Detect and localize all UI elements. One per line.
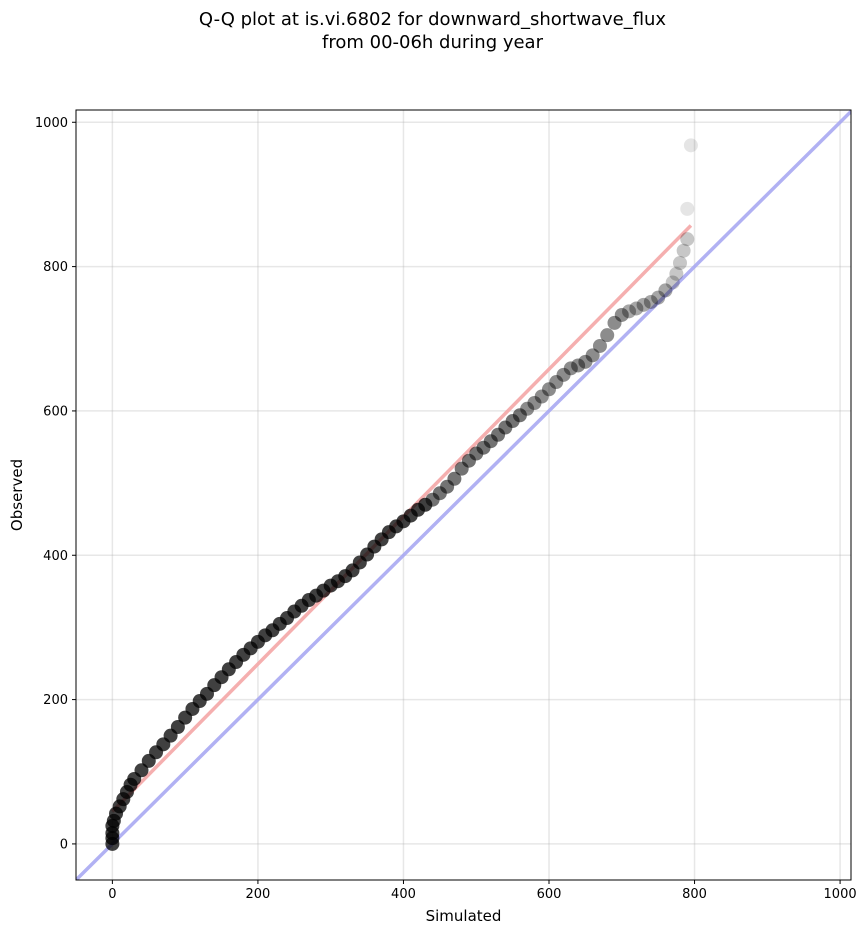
data-point bbox=[636, 297, 651, 312]
chart-title: Q-Q plot at is.vi.6802 for downward_shor… bbox=[0, 8, 865, 54]
data-point bbox=[512, 408, 527, 423]
y-axis-ticks: 0 200 400 600 800 1000 bbox=[35, 116, 76, 852]
data-point bbox=[643, 294, 658, 309]
data-point bbox=[549, 375, 564, 390]
plot-frame bbox=[75, 109, 852, 881]
y-axis-label: Observed bbox=[8, 459, 26, 531]
chart-title-line-2: from 00-06h during year bbox=[322, 32, 543, 53]
data-point bbox=[542, 382, 557, 397]
data-point bbox=[527, 395, 542, 410]
data-point bbox=[665, 275, 680, 290]
data-point bbox=[571, 358, 586, 373]
reference-lines bbox=[76, 110, 851, 880]
data-point bbox=[520, 401, 535, 416]
y-tick-label: 600 bbox=[43, 404, 68, 419]
data-point bbox=[680, 232, 695, 247]
data-point bbox=[578, 354, 593, 369]
y-tick-label: 0 bbox=[60, 837, 68, 852]
y-tick-label: 1000 bbox=[35, 116, 68, 131]
reference-line bbox=[76, 110, 851, 880]
data-point bbox=[534, 389, 549, 404]
data-point bbox=[447, 471, 462, 486]
data-point bbox=[622, 304, 637, 319]
x-tick-label: 400 bbox=[391, 887, 416, 902]
data-point bbox=[556, 367, 571, 382]
x-tick-label: 1000 bbox=[824, 887, 857, 902]
x-axis-ticks: 0 200 400 600 800 1000 bbox=[108, 880, 857, 902]
data-point bbox=[607, 315, 622, 330]
data-point bbox=[563, 361, 578, 376]
x-tick-label: 0 bbox=[108, 887, 116, 902]
y-tick-label: 400 bbox=[43, 549, 68, 564]
y-tick-label: 200 bbox=[43, 693, 68, 708]
data-point bbox=[592, 338, 607, 353]
chart-title-line-1: Q-Q plot at is.vi.6802 for downward_shor… bbox=[198, 9, 667, 30]
y-tick-label: 800 bbox=[43, 260, 68, 275]
data-point bbox=[651, 290, 666, 305]
x-axis-label: Simulated bbox=[426, 907, 502, 925]
data-point bbox=[680, 201, 695, 216]
data-points bbox=[105, 138, 698, 851]
data-point bbox=[676, 243, 691, 258]
data-point bbox=[585, 348, 600, 363]
x-tick-label: 800 bbox=[682, 887, 707, 902]
data-point bbox=[672, 255, 687, 270]
data-point bbox=[614, 307, 629, 322]
data-point bbox=[629, 301, 644, 316]
data-point bbox=[600, 328, 615, 343]
data-point bbox=[683, 138, 698, 153]
data-point bbox=[658, 283, 673, 298]
data-point bbox=[669, 266, 684, 281]
x-tick-label: 200 bbox=[246, 887, 271, 902]
x-tick-label: 600 bbox=[537, 887, 562, 902]
grid bbox=[76, 110, 851, 880]
